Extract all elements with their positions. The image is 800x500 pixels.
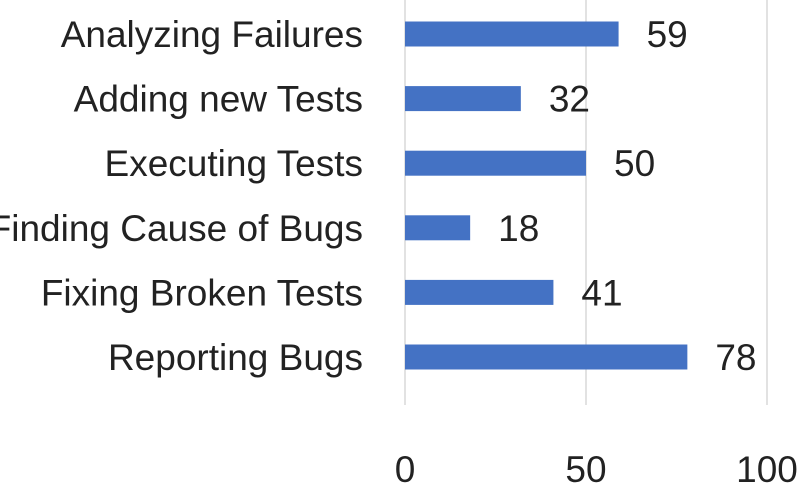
data-label: 50 <box>614 143 655 184</box>
category-label: Fixing Broken Tests <box>41 272 363 313</box>
bar <box>405 279 554 305</box>
category-label: Adding new Tests <box>74 79 363 120</box>
bar <box>405 215 471 241</box>
data-label: 41 <box>581 272 622 313</box>
bar <box>405 21 619 47</box>
category-label: Executing Tests <box>105 143 363 184</box>
data-label: 78 <box>715 337 756 378</box>
x-tick-label: 0 <box>395 449 416 490</box>
data-label: 18 <box>498 208 539 249</box>
x-axis-ticks: 0 50 100 <box>395 449 798 490</box>
value-labels: 59 32 50 18 41 78 <box>498 14 756 378</box>
x-tick-label: 50 <box>565 449 606 490</box>
bar <box>405 86 521 112</box>
category-label: Reporting Bugs <box>108 337 363 378</box>
gridlines <box>404 0 768 405</box>
bars <box>405 21 688 370</box>
data-label: 59 <box>647 14 688 55</box>
bar <box>405 150 586 176</box>
data-label: 32 <box>549 79 590 120</box>
category-labels: Analyzing Failures Adding new Tests Execut… <box>0 14 363 378</box>
category-label: Finding Cause of Bugs <box>0 208 363 249</box>
bar <box>405 344 688 370</box>
x-tick-label: 100 <box>736 449 798 490</box>
category-label: Analyzing Failures <box>61 14 363 55</box>
